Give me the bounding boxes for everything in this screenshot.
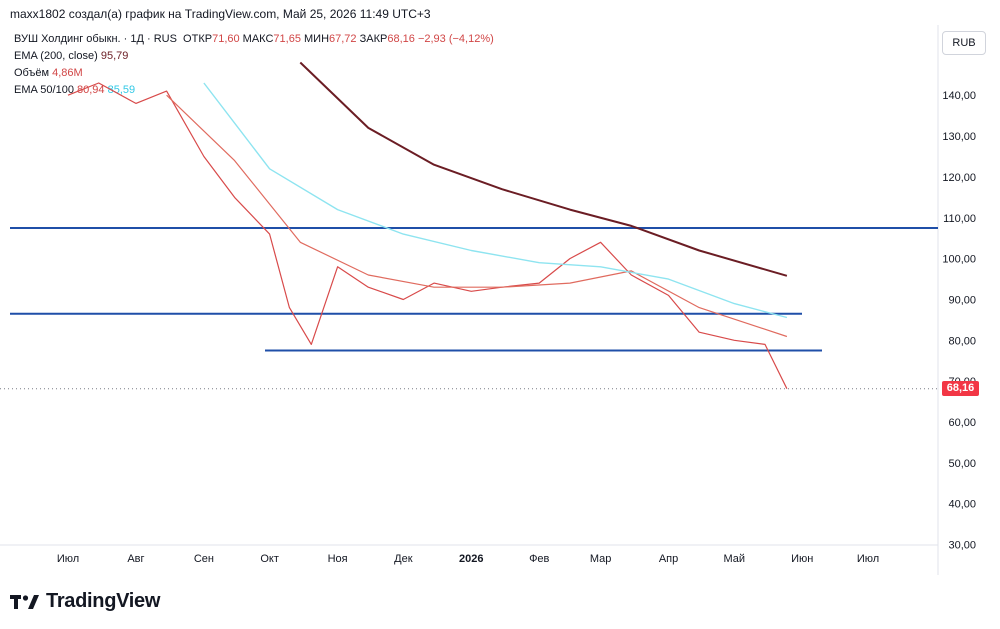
x-tick-label: 2026 (459, 553, 483, 565)
tradingview-logo-text: TradingView (46, 590, 161, 612)
y-tick-label: 100,00 (942, 254, 976, 266)
x-tick-label: Май (724, 553, 746, 565)
y-tick-label: 90,00 (948, 294, 976, 306)
tradingview-logo-icon (10, 594, 39, 609)
y-tick-label: 110,00 (943, 213, 976, 225)
legend-volume-row[interactable]: Объём 4,86M (14, 65, 494, 82)
legend-ema50-value: 80,94 (77, 84, 105, 96)
x-tick-label: Ноя (328, 553, 348, 565)
series-line (67, 82, 788, 389)
x-tick-label: Апр (659, 553, 678, 565)
x-tick-label: Июл (857, 553, 879, 565)
legend-open: 71,60 (212, 33, 240, 45)
series-line (166, 94, 788, 338)
legend-symbol[interactable]: ВУШ Холдинг обыкн. · 1Д · RUS (14, 33, 177, 45)
tradingview-logo[interactable]: TradingView (10, 590, 160, 613)
legend-ema200-row[interactable]: EMA (200, close) 95,79 (14, 48, 494, 65)
legend-change: −2,93 (−4,12%) (417, 33, 494, 45)
legend-ema200-label: EMA (200, close) (14, 50, 98, 62)
x-tick-label: Сен (194, 553, 214, 565)
legend-close: 68,16 (387, 33, 415, 45)
x-tick-label: Июн (791, 553, 813, 565)
x-tick-label: Июл (57, 553, 79, 565)
legend-open-label: ОТКР (183, 33, 213, 45)
currency-button[interactable]: RUB (942, 31, 986, 55)
legend: ВУШ Холдинг обыкн. · 1Д · RUS ОТКР71,60 … (14, 31, 494, 99)
y-tick-label: 120,00 (942, 172, 976, 184)
legend-ema100-value: 85,59 (107, 84, 136, 96)
x-tick-label: Мар (590, 553, 612, 565)
x-tick-label: Авг (127, 553, 144, 565)
y-tick-label: 30,00 (948, 540, 976, 552)
legend-ema50-100-row[interactable]: EMA 50/100 80,94 85,59 (14, 82, 494, 99)
series-line (203, 82, 788, 319)
y-tick-label: 130,00 (942, 131, 976, 143)
series-line (299, 61, 788, 277)
legend-close-label: ЗАКР (359, 33, 388, 45)
last-price-tag: 68,16 (942, 380, 979, 396)
legend-volume-label: Объём (14, 67, 50, 79)
legend-ema200-value: 95,79 (100, 50, 129, 62)
y-tick-label: 80,00 (948, 335, 976, 347)
legend-low: 67,72 (329, 33, 357, 45)
x-tick-label: Фев (529, 553, 549, 565)
y-tick-label: 50,00 (948, 458, 976, 470)
legend-volume-value: 4,86M (52, 67, 83, 79)
y-tick-label: 40,00 (948, 499, 976, 511)
legend-low-label: МИН (304, 33, 330, 45)
chart-attribution: maxx1802 создал(а) график на TradingView… (10, 7, 431, 21)
y-tick-label: 60,00 (948, 417, 976, 429)
y-tick-label: 140,00 (942, 90, 976, 102)
legend-ohlc-row: ВУШ Холдинг обыкн. · 1Д · RUS ОТКР71,60 … (14, 31, 494, 48)
legend-high-label: МАКС (242, 33, 274, 45)
x-tick-label: Дек (394, 553, 413, 565)
x-tick-label: Окт (260, 553, 279, 565)
legend-ema50-100-label: EMA 50/100 (14, 84, 74, 96)
legend-high: 71,65 (273, 33, 301, 45)
